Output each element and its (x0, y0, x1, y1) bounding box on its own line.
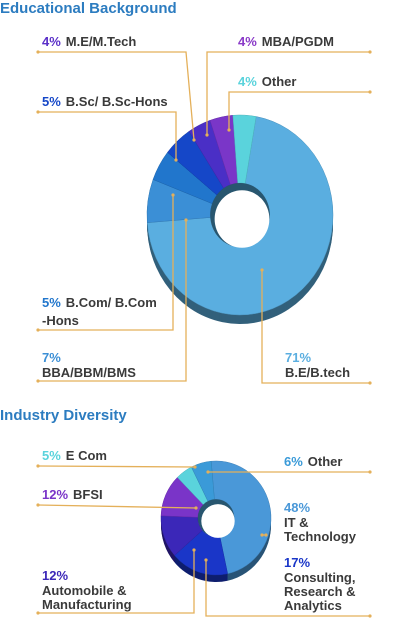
leader-line (206, 51, 370, 135)
label-ind-consulting-research-analytics: 17%Consulting,Research &Analytics (204, 555, 372, 618)
pct-value: 4% (238, 34, 257, 49)
leader-dot (206, 470, 210, 474)
hole-center (201, 504, 235, 538)
pct-value: 5% (42, 94, 61, 109)
label-ind-bfsi: 12% BFSI (36, 487, 198, 510)
leader-dot (36, 464, 40, 468)
category-name-cont: -Hons (42, 313, 79, 328)
label-ind-other: 6% Other (206, 454, 372, 474)
label-edu-b-sc-b-sc-hons: 5% B.Sc/ B.Sc-Hons (36, 94, 178, 162)
category-name: Analytics (284, 598, 342, 613)
category-name: B.E/B.tech (285, 365, 350, 380)
pct-value: 5% (42, 295, 61, 310)
leader-dot (368, 381, 372, 385)
category-name: Technology (284, 529, 357, 544)
leader-dot (36, 611, 40, 615)
pct-value: 6% (284, 454, 303, 469)
label-ind-e-com: 5% E Com (36, 448, 197, 469)
category-name: Automobile & (42, 583, 127, 598)
label-edu-other: 4% Other (227, 74, 372, 132)
label-ind-it-technology: 48%IT &Technology (260, 500, 357, 544)
leader-dot (36, 379, 40, 383)
label-text: 4% MBA/PGDM (238, 34, 334, 49)
chart-title-education: Educational Background (0, 0, 177, 17)
leader-line (261, 270, 370, 384)
donut-hole (210, 183, 270, 248)
leader-dot (193, 465, 197, 469)
leader-dot (36, 503, 40, 507)
leader-line (38, 51, 195, 141)
donut-chart-2 (160, 460, 272, 582)
category-name: B.Sc/ B.Sc-Hons (66, 94, 168, 109)
label-edu-mba-pgdm: 4% MBA/PGDM (205, 34, 372, 137)
chart-title-industry: Industry Diversity (0, 407, 127, 424)
pct-value: 12% (42, 568, 68, 583)
leader-dot (192, 548, 196, 552)
leader-line (38, 111, 177, 160)
leader-dot (192, 138, 196, 142)
category-name: BFSI (73, 487, 103, 502)
donut-hole (197, 499, 235, 538)
pct-value: 4% (238, 74, 257, 89)
pct-value: 4% (42, 34, 61, 49)
leader-dot (227, 128, 231, 132)
leader-dot (36, 110, 40, 114)
category-name: Manufacturing (42, 597, 132, 612)
pct-value: 12% (42, 487, 68, 502)
category-name: Other (308, 454, 343, 469)
leader-dot (368, 50, 372, 54)
label-edu-m-e-m-tech: 4% M.E/M.Tech (36, 34, 196, 142)
label-text: 6% Other (284, 454, 342, 469)
label-text: 4% Other (238, 74, 296, 89)
leader-line (38, 550, 195, 614)
label-text: 5% E Com (42, 448, 107, 463)
label-text: 5% B.Com/ B.Com (42, 295, 157, 310)
leader-dot (368, 614, 372, 618)
label-text: 4% M.E/M.Tech (42, 34, 136, 49)
label-edu-bba-bbm-bms: 7%BBA/BBM/BMS (36, 218, 188, 383)
category-name: Consulting, (284, 570, 356, 585)
label-edu-b-com-b-com-hons: 5% B.Com/ B.Com -Hons (36, 193, 175, 332)
category-name: Research & (284, 584, 356, 599)
leader-dot (171, 193, 175, 197)
category-name: M.E/M.Tech (66, 34, 137, 49)
category-name: B.Com/ B.Com (66, 295, 157, 310)
leader-dot (260, 533, 264, 537)
pct-value: 5% (42, 448, 61, 463)
category-name: MBA/PGDM (262, 34, 334, 49)
leader-dot (204, 558, 208, 562)
leader-dot (368, 470, 372, 474)
leader-line (38, 220, 187, 382)
label-text: 12% BFSI (42, 487, 103, 502)
label-edu-b-e-b-tech: 71%B.E/B.tech (260, 268, 372, 385)
leader-dot (205, 133, 209, 137)
category-name: BBA/BBM/BMS (42, 365, 136, 380)
pct-value: 48% (284, 500, 310, 515)
leader-dot (36, 328, 40, 332)
leader-line (228, 91, 370, 130)
category-name: E Com (66, 448, 107, 463)
leader-dot (260, 268, 264, 272)
pct-value: 7% (42, 350, 61, 365)
leader-line (37, 504, 197, 509)
pct-value: 17% (284, 555, 310, 570)
leader-dot (174, 158, 178, 162)
category-name: IT & (284, 515, 309, 530)
leader-line (37, 465, 196, 468)
pct-value: 71% (285, 350, 311, 365)
leader-dot (184, 218, 188, 222)
leader-dot (264, 533, 268, 537)
leader-line (38, 195, 174, 331)
leader-line (205, 560, 370, 617)
leader-dot (194, 506, 198, 510)
label-ind-automobile-manufacturing: 12%Automobile &Manufacturing (36, 548, 196, 615)
hole-center (214, 190, 270, 248)
category-name: Other (262, 74, 297, 89)
donut-chart-1 (146, 114, 334, 325)
leader-dot (368, 90, 372, 94)
leader-dot (36, 50, 40, 54)
label-text: 5% B.Sc/ B.Sc-Hons (42, 94, 168, 109)
